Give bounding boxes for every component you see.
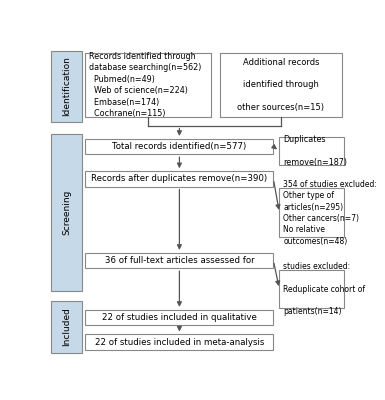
FancyBboxPatch shape xyxy=(51,134,82,291)
Text: Total records identified(n=577): Total records identified(n=577) xyxy=(112,142,246,151)
FancyBboxPatch shape xyxy=(85,310,273,325)
FancyBboxPatch shape xyxy=(51,51,82,122)
FancyBboxPatch shape xyxy=(85,139,273,154)
Text: 22 of studies included in qualitative: 22 of studies included in qualitative xyxy=(102,313,257,322)
Text: Screening: Screening xyxy=(62,190,71,236)
Text: Included: Included xyxy=(62,307,71,346)
Text: Duplicates

remove(n=187): Duplicates remove(n=187) xyxy=(283,135,347,167)
Text: Identification: Identification xyxy=(62,56,71,116)
FancyBboxPatch shape xyxy=(220,53,342,117)
FancyBboxPatch shape xyxy=(85,171,273,186)
Text: 22 of studies included in meta-analysis: 22 of studies included in meta-analysis xyxy=(95,338,264,347)
FancyBboxPatch shape xyxy=(280,188,343,238)
FancyBboxPatch shape xyxy=(85,334,273,350)
Text: Records after duplicates remove(n=390): Records after duplicates remove(n=390) xyxy=(91,174,268,183)
Text: 354 of studies excluded:
Other type of
articles(n=295)
Other cancers(n=7)
No rel: 354 of studies excluded: Other type of a… xyxy=(283,180,377,246)
Text: 36 of full-text articles assessed for: 36 of full-text articles assessed for xyxy=(105,256,254,265)
Text: Additional records

identified through

other sources(n=15): Additional records identified through ot… xyxy=(238,58,324,112)
FancyBboxPatch shape xyxy=(51,300,82,353)
Text: studies excluded:

Reduplicate cohort of

patients(n=14): studies excluded: Reduplicate cohort of … xyxy=(283,262,365,316)
FancyBboxPatch shape xyxy=(280,137,343,165)
FancyBboxPatch shape xyxy=(85,53,211,117)
Text: Records identified through
database searching(n=562)
  Pubmed(n=49)
  Web of sci: Records identified through database sear… xyxy=(89,52,202,118)
FancyBboxPatch shape xyxy=(280,270,343,308)
FancyBboxPatch shape xyxy=(85,253,273,268)
